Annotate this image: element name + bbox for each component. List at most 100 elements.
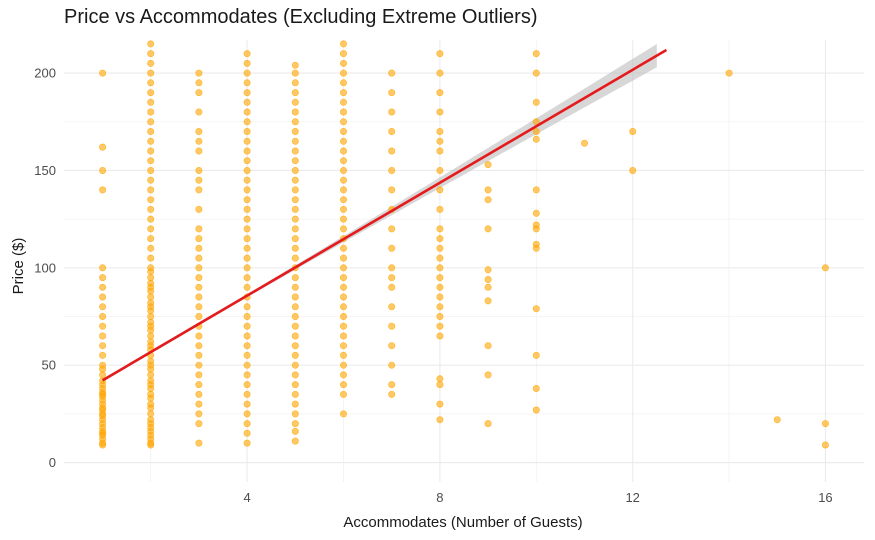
- data-point: [436, 137, 444, 145]
- data-point: [436, 322, 444, 330]
- data-point: [243, 98, 251, 106]
- data-point: [99, 283, 107, 291]
- data-point: [339, 244, 347, 252]
- x-axis-ticks: 4 8 12 16: [244, 490, 833, 505]
- data-point: [339, 98, 347, 106]
- data-point: [484, 420, 492, 428]
- data-point: [99, 303, 107, 311]
- data-point: [339, 254, 347, 262]
- data-point: [339, 157, 347, 165]
- data-point: [436, 186, 444, 194]
- trend-line: [101, 48, 668, 382]
- data-point: [388, 303, 396, 311]
- data-point: [147, 332, 155, 340]
- data-point: [195, 137, 203, 145]
- data-point: [147, 299, 155, 307]
- data-point: [532, 406, 540, 414]
- data-point: [243, 400, 251, 408]
- data-point: [195, 342, 203, 350]
- data-point: [291, 312, 299, 320]
- data-point: [147, 410, 155, 418]
- data-point: [339, 137, 347, 145]
- data-point: [291, 410, 299, 418]
- data-point: [388, 167, 396, 175]
- data-point: [195, 371, 203, 379]
- data-point: [147, 377, 155, 385]
- data-point: [147, 235, 155, 243]
- data-point: [291, 108, 299, 116]
- data-point: [291, 420, 299, 428]
- data-point: [436, 332, 444, 340]
- trend-line-layer: [101, 48, 668, 382]
- data-point: [147, 128, 155, 136]
- data-point: [291, 118, 299, 126]
- data-point: [291, 176, 299, 184]
- data-point: [339, 312, 347, 320]
- data-point: [436, 375, 444, 383]
- data-point: [243, 176, 251, 184]
- data-point: [147, 50, 155, 58]
- data-point: [195, 420, 203, 428]
- x-tick-label: 16: [818, 490, 832, 505]
- data-point: [99, 361, 107, 369]
- data-point: [243, 225, 251, 233]
- data-point: [436, 400, 444, 408]
- data-point: [147, 137, 155, 145]
- data-point: [291, 147, 299, 155]
- data-point: [99, 332, 107, 340]
- data-point: [195, 225, 203, 233]
- data-point: [532, 305, 540, 313]
- data-point: [195, 235, 203, 243]
- data-point: [195, 312, 203, 320]
- data-point: [243, 157, 251, 165]
- data-point: [195, 69, 203, 77]
- data-point: [291, 137, 299, 145]
- data-point: [243, 89, 251, 97]
- data-point: [195, 274, 203, 282]
- data-point: [339, 89, 347, 97]
- data-point: [99, 264, 107, 272]
- data-point: [388, 147, 396, 155]
- data-point: [484, 371, 492, 379]
- data-point: [147, 371, 155, 379]
- data-point: [291, 79, 299, 87]
- data-point: [484, 225, 492, 233]
- data-point: [339, 225, 347, 233]
- data-point: [436, 381, 444, 389]
- data-point: [388, 381, 396, 389]
- data-point: [388, 264, 396, 272]
- data-point: [339, 176, 347, 184]
- data-point: [291, 254, 299, 262]
- data-point: [291, 390, 299, 398]
- data-point: [147, 186, 155, 194]
- data-point: [532, 135, 540, 143]
- data-point: [388, 283, 396, 291]
- data-point: [532, 69, 540, 77]
- major-gridlines: [64, 40, 864, 482]
- data-point: [195, 79, 203, 87]
- data-point: [243, 381, 251, 389]
- data-point: [243, 215, 251, 223]
- data-point: [291, 332, 299, 340]
- data-point: [99, 143, 107, 151]
- data-point: [532, 186, 540, 194]
- data-point: [436, 416, 444, 424]
- data-point: [243, 342, 251, 350]
- data-point: [99, 342, 107, 350]
- data-point: [339, 205, 347, 213]
- data-point: [243, 390, 251, 398]
- data-point: [147, 196, 155, 204]
- data-point: [195, 167, 203, 175]
- data-point: [725, 69, 733, 77]
- data-point: [339, 293, 347, 301]
- data-point: [147, 59, 155, 67]
- data-point: [147, 390, 155, 398]
- data-point: [388, 225, 396, 233]
- data-point: [436, 69, 444, 77]
- data-point: [436, 244, 444, 252]
- data-point: [291, 283, 299, 291]
- data-point: [291, 128, 299, 136]
- x-axis-title: Accommodates (Number of Guests): [343, 514, 582, 531]
- data-point: [436, 225, 444, 233]
